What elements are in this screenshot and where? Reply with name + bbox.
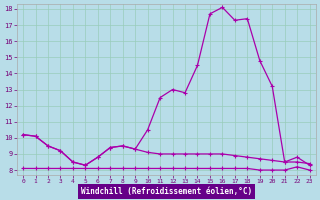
- X-axis label: Windchill (Refroidissement éolien,°C): Windchill (Refroidissement éolien,°C): [81, 187, 252, 196]
